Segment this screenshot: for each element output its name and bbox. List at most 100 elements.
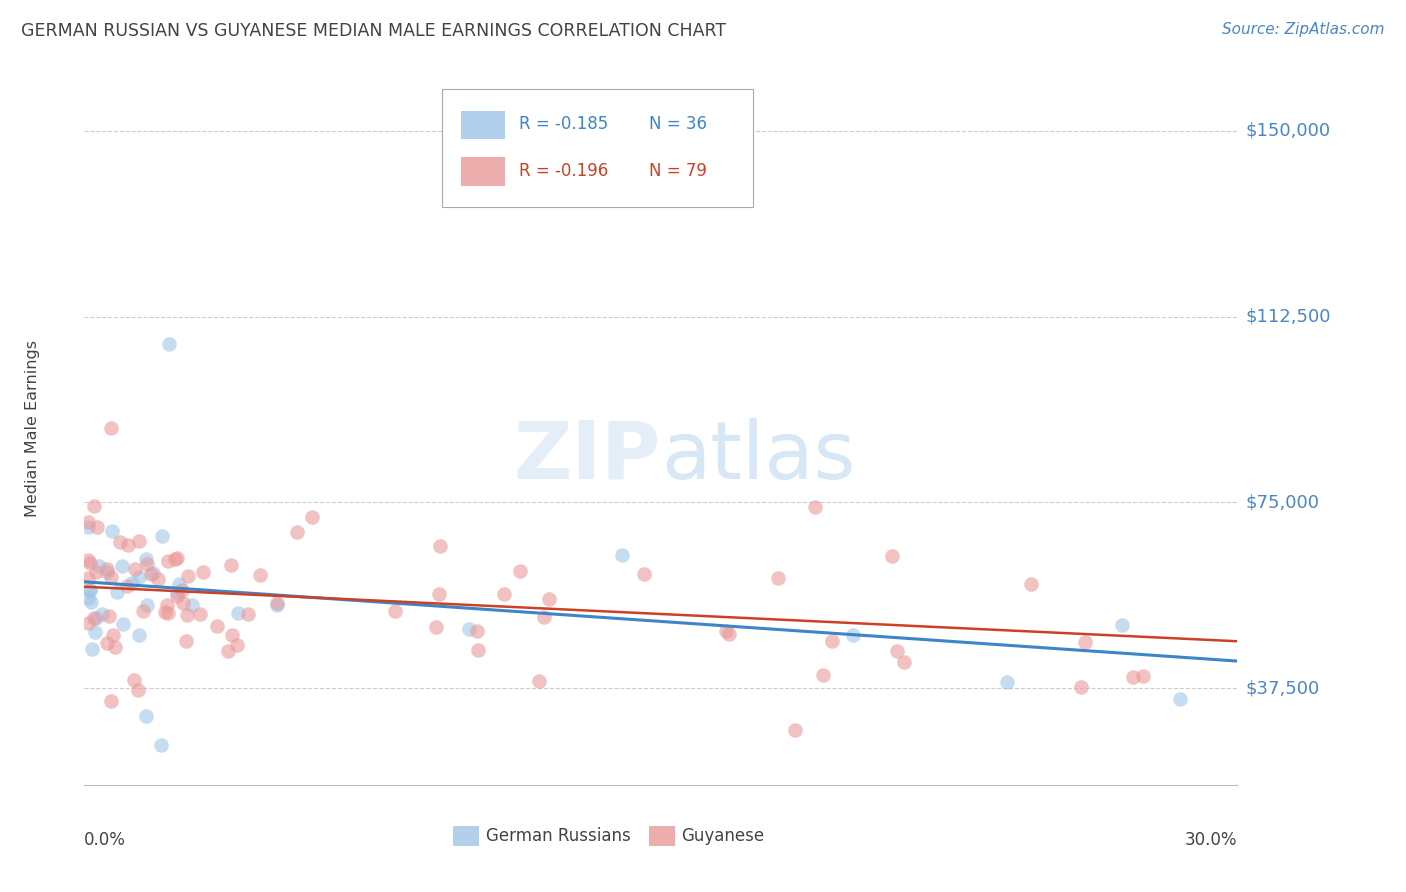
Point	[86, 520, 108, 534]
Text: Median Male Earnings: Median Male Earnings	[25, 340, 39, 516]
Point	[177, 568, 200, 582]
Point	[633, 567, 655, 582]
Point	[425, 620, 447, 634]
Point	[1021, 576, 1043, 591]
Point	[718, 627, 741, 641]
Point	[181, 599, 204, 613]
Point	[136, 598, 159, 612]
Point	[266, 596, 288, 610]
Point	[105, 585, 128, 599]
Point	[87, 558, 110, 573]
FancyBboxPatch shape	[441, 89, 754, 207]
Point	[79, 556, 101, 570]
Point	[79, 583, 101, 598]
Point	[842, 628, 865, 642]
FancyBboxPatch shape	[461, 157, 505, 186]
Point	[995, 674, 1018, 689]
Point	[494, 587, 516, 601]
Point	[141, 566, 163, 581]
Text: atlas: atlas	[661, 417, 855, 496]
Point	[90, 607, 112, 622]
Point	[301, 510, 323, 524]
Point	[101, 524, 124, 538]
Point	[170, 582, 193, 597]
Point	[811, 668, 834, 682]
Point	[249, 567, 271, 582]
Point	[427, 587, 450, 601]
Point	[238, 607, 260, 621]
Point	[285, 525, 308, 540]
Point	[188, 607, 211, 621]
Point	[612, 548, 634, 562]
Point	[467, 624, 489, 639]
FancyBboxPatch shape	[453, 826, 478, 846]
Text: $37,500: $37,500	[1246, 680, 1320, 698]
Point	[1122, 670, 1144, 684]
Point	[157, 337, 180, 351]
FancyBboxPatch shape	[461, 111, 505, 139]
Point	[172, 595, 194, 609]
Point	[122, 673, 145, 688]
Point	[77, 591, 100, 606]
Point	[111, 617, 134, 632]
Text: $75,000: $75,000	[1246, 493, 1320, 511]
Point	[101, 628, 124, 642]
Text: $112,500: $112,500	[1246, 308, 1331, 326]
Point	[457, 622, 479, 636]
Point	[80, 641, 103, 656]
Text: $150,000: $150,000	[1246, 122, 1330, 140]
Point	[225, 638, 247, 652]
Point	[79, 595, 101, 609]
Point	[150, 739, 173, 753]
Point	[527, 673, 550, 688]
Point	[156, 599, 179, 613]
Point	[100, 570, 122, 584]
Point	[509, 564, 531, 578]
Point	[166, 550, 188, 565]
Point	[86, 566, 108, 580]
Point	[153, 605, 176, 619]
Point	[128, 628, 150, 642]
Point	[1070, 680, 1092, 694]
Point	[176, 607, 198, 622]
Point	[217, 644, 239, 658]
Point	[77, 571, 100, 585]
Point	[467, 643, 489, 657]
Point	[83, 500, 105, 514]
Point	[127, 683, 149, 698]
Point	[96, 636, 118, 650]
Point	[163, 552, 186, 566]
Point	[77, 553, 100, 567]
Text: N = 36: N = 36	[650, 115, 707, 133]
Point	[886, 644, 908, 658]
Point	[97, 609, 120, 624]
Point	[1132, 669, 1154, 683]
Point	[1111, 617, 1133, 632]
Point	[207, 619, 229, 633]
Point	[882, 549, 904, 564]
Point	[83, 611, 105, 625]
Point	[77, 516, 100, 530]
Point	[79, 583, 101, 598]
Point	[100, 694, 122, 708]
Point	[111, 558, 134, 573]
Point	[785, 723, 807, 738]
Text: R = -0.196: R = -0.196	[519, 162, 609, 180]
Point	[128, 570, 150, 584]
Point	[121, 575, 143, 590]
Point	[117, 538, 139, 552]
Point	[108, 534, 131, 549]
Point	[167, 577, 190, 591]
Point	[226, 606, 249, 620]
Text: GERMAN RUSSIAN VS GUYANESE MEDIAN MALE EARNINGS CORRELATION CHART: GERMAN RUSSIAN VS GUYANESE MEDIAN MALE E…	[21, 22, 727, 40]
Point	[219, 558, 242, 573]
Text: N = 79: N = 79	[650, 162, 707, 180]
Point	[1168, 692, 1191, 706]
Text: Source: ZipAtlas.com: Source: ZipAtlas.com	[1222, 22, 1385, 37]
Point	[84, 610, 107, 624]
Point	[136, 557, 159, 571]
Point	[821, 633, 844, 648]
Point	[166, 586, 188, 600]
Point	[135, 708, 157, 723]
Point	[96, 562, 118, 576]
